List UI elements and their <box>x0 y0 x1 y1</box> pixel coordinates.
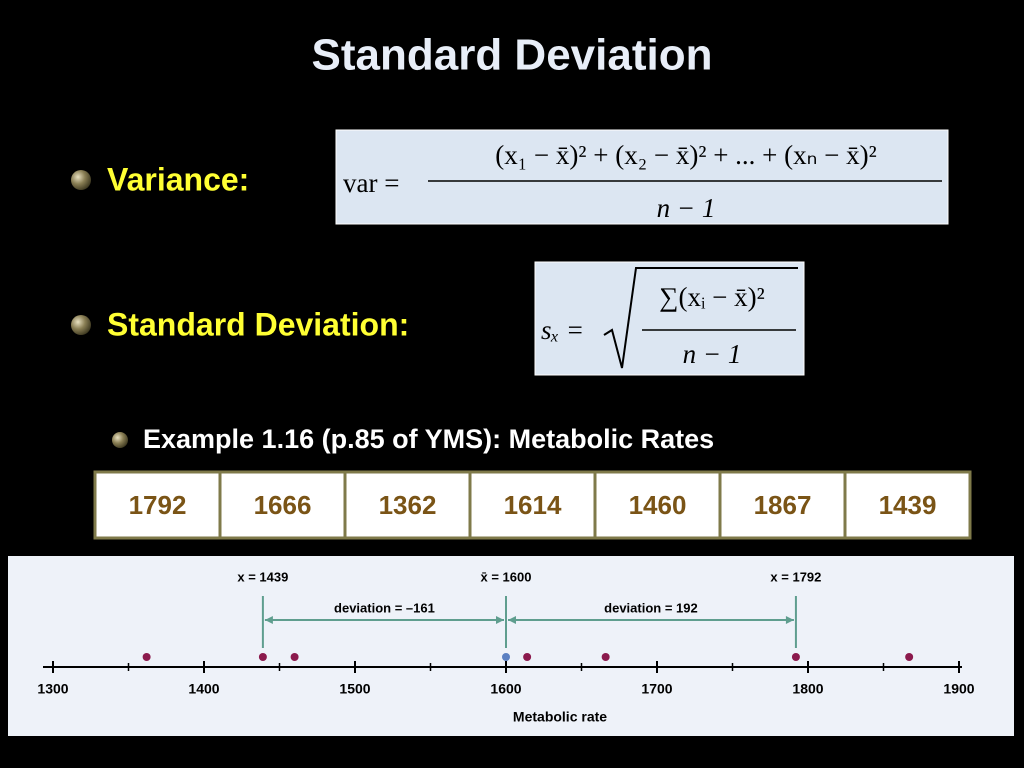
formula-denominator: n − 1 <box>657 193 716 223</box>
x-tick-label: 1300 <box>37 681 68 697</box>
deviation-label: deviation = –161 <box>334 600 435 615</box>
bullet <box>71 315 91 335</box>
cell-value: 1460 <box>629 490 687 520</box>
dotplot: 1300 1400 1500 1600 1700 1800 1900 Metabolic ra… <box>37 569 974 724</box>
x-axis-label: Metabolic rate <box>513 709 607 725</box>
marker-label: x̄ = 1600 <box>481 569 532 584</box>
x-tick-label: 1400 <box>188 681 219 697</box>
cell-value: 1439 <box>879 490 937 520</box>
bullet-label: Variance: <box>107 161 249 197</box>
formula-box <box>335 129 949 225</box>
data-dot <box>601 653 610 661</box>
formula-numerator: (x₁ − x̄)² + (x₂ − x̄)² + ... + (xₙ − x̄… <box>495 140 876 170</box>
dotplot-panel <box>8 556 1014 736</box>
cell-value: 1867 <box>754 490 812 520</box>
bullet-label: Standard Deviation: <box>107 306 409 342</box>
data-dot <box>258 653 267 661</box>
table-cell <box>843 470 972 540</box>
table-cell <box>718 470 847 540</box>
cell-value: 1792 <box>129 490 187 520</box>
bullet <box>71 170 91 190</box>
table-cell <box>218 470 347 540</box>
table-cell <box>593 470 722 540</box>
formula-box <box>534 261 805 376</box>
table-cell <box>468 470 597 540</box>
formula-numerator: ∑(xᵢ − x̄)² <box>659 282 764 312</box>
x-tick-label: 1500 <box>339 681 370 697</box>
data-dot <box>791 653 800 661</box>
deviation-label: deviation = 192 <box>604 600 698 615</box>
x-tick-label: 1900 <box>943 681 974 697</box>
sqrt-sign <box>603 267 798 369</box>
data-table: 1792 1666 1362 1614 1460 1867 1439 <box>93 470 972 540</box>
cell-value: 1614 <box>504 490 562 520</box>
data-dot <box>290 653 299 661</box>
marker-label: x = 1792 <box>770 569 821 584</box>
formula-lhs: var = <box>343 168 399 198</box>
x-tick-label: 1800 <box>792 681 823 697</box>
marker-label: x = 1439 <box>237 569 288 584</box>
formula-denominator: n − 1 <box>683 339 742 369</box>
cell-value: 1362 <box>379 490 437 520</box>
data-dot <box>905 653 914 661</box>
data-dot <box>523 653 532 661</box>
sub-bullet-text: Example 1.16 (p.85 of YMS): Metabolic Ra… <box>143 424 714 454</box>
table-cell <box>343 470 472 540</box>
data-dot <box>142 653 151 661</box>
formula-lhs: sₓ = <box>541 315 584 345</box>
x-tick-label: 1600 <box>490 681 521 697</box>
slide-title: Standard Deviation <box>312 31 713 80</box>
mean-dot <box>502 653 510 661</box>
x-tick-label: 1700 <box>641 681 672 697</box>
cell-value: 1666 <box>254 490 312 520</box>
sub-bullet <box>112 432 128 448</box>
